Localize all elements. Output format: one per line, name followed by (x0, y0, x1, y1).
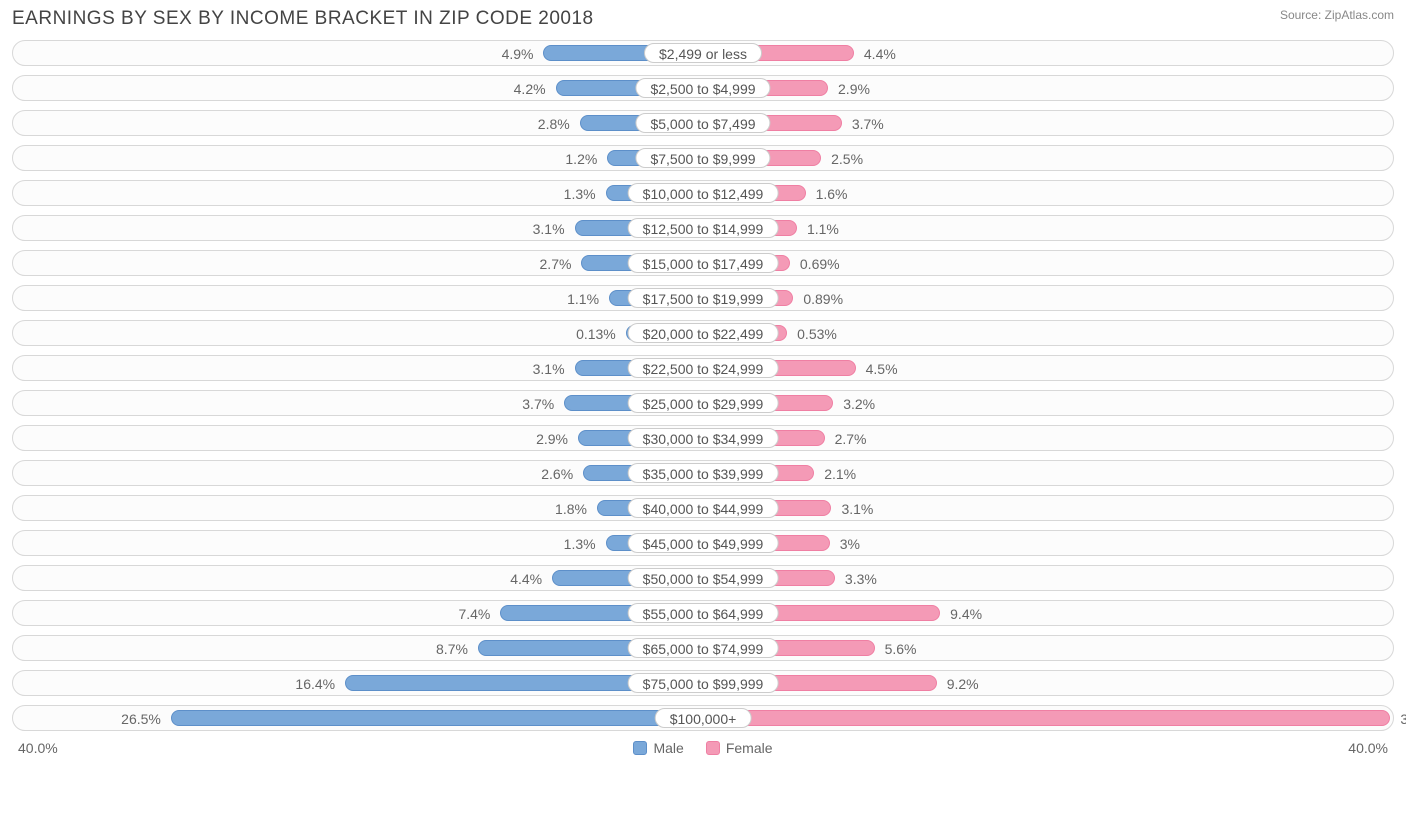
bracket-label: $10,000 to $12,499 (628, 183, 779, 203)
value-female: 0.89% (803, 286, 843, 312)
bar-male (171, 710, 703, 726)
chart-row: $2,500 to $4,999 4.2% 2.9% (12, 75, 1394, 101)
value-female: 3.1% (841, 496, 873, 522)
value-female: 1.6% (816, 181, 848, 207)
value-female: 1.1% (807, 216, 839, 242)
chart-row: $7,500 to $9,999 1.2% 2.5% (12, 145, 1394, 171)
chart-row: $45,000 to $49,999 1.3% 3% (12, 530, 1394, 556)
chart-row: $15,000 to $17,499 2.7% 0.69% (12, 250, 1394, 276)
chart-title: EARNINGS BY SEX BY INCOME BRACKET IN ZIP… (12, 8, 594, 30)
value-male: 1.8% (555, 496, 587, 522)
bracket-label: $40,000 to $44,999 (628, 498, 779, 518)
value-female: 0.69% (800, 251, 840, 277)
value-male: 0.13% (576, 321, 616, 347)
chart-row: $2,499 or less 4.9% 4.4% (12, 40, 1394, 66)
chart-row: $25,000 to $29,999 3.7% 3.2% (12, 390, 1394, 416)
legend-label-male: Male (653, 740, 683, 756)
value-male: 8.7% (436, 636, 468, 662)
value-male: 3.1% (533, 216, 565, 242)
value-male: 2.6% (541, 461, 573, 487)
chart-row: $20,000 to $22,499 0.13% 0.53% (12, 320, 1394, 346)
value-female: 9.4% (950, 601, 982, 627)
chart-row: $50,000 to $54,999 4.4% 3.3% (12, 565, 1394, 591)
x-axis-left-max: 40.0% (18, 740, 58, 756)
bracket-label: $55,000 to $64,999 (628, 603, 779, 623)
chart-row: $12,500 to $14,999 3.1% 1.1% (12, 215, 1394, 241)
chart-row: $30,000 to $34,999 2.9% 2.7% (12, 425, 1394, 451)
value-male: 3.1% (533, 356, 565, 382)
bracket-label: $2,500 to $4,999 (635, 78, 770, 98)
bracket-label: $17,500 to $19,999 (628, 288, 779, 308)
x-axis-right-max: 40.0% (1348, 740, 1388, 756)
value-male: 2.7% (540, 251, 572, 277)
bracket-label: $65,000 to $74,999 (628, 638, 779, 658)
legend-item-male: Male (633, 740, 683, 756)
chart-row: $100,000+26.5%35.5% (12, 705, 1394, 731)
value-male: 4.4% (510, 566, 542, 592)
value-female: 2.9% (838, 76, 870, 102)
bracket-label: $5,000 to $7,499 (635, 113, 770, 133)
bracket-label: $22,500 to $24,999 (628, 358, 779, 378)
value-female: 0.53% (797, 321, 837, 347)
diverging-bar-chart: $2,499 or less 4.9% 4.4% $2,500 to $4,999 4.… (12, 40, 1394, 731)
value-male: 1.1% (567, 286, 599, 312)
value-female: 3.7% (852, 111, 884, 137)
value-female: 4.4% (864, 41, 896, 67)
chart-row: $75,000 to $99,999 16.4% 9.2% (12, 670, 1394, 696)
value-female: 3.3% (845, 566, 877, 592)
chart-row: $5,000 to $7,499 2.8% 3.7% (12, 110, 1394, 136)
chart-row: $22,500 to $24,999 3.1% 4.5% (12, 355, 1394, 381)
legend-label-female: Female (726, 740, 773, 756)
value-female: 35.5% (1400, 706, 1406, 732)
value-female: 2.5% (831, 146, 863, 172)
bracket-label: $15,000 to $17,499 (628, 253, 779, 273)
value-male: 1.3% (564, 531, 596, 557)
bracket-label: $25,000 to $29,999 (628, 393, 779, 413)
chart-row: $55,000 to $64,999 7.4% 9.4% (12, 600, 1394, 626)
value-male: 7.4% (458, 601, 490, 627)
bracket-label: $35,000 to $39,999 (628, 463, 779, 483)
value-female: 2.7% (835, 426, 867, 452)
chart-row: $65,000 to $74,999 8.7% 5.6% (12, 635, 1394, 661)
bracket-label: $50,000 to $54,999 (628, 568, 779, 588)
bracket-label: $7,500 to $9,999 (635, 148, 770, 168)
value-female: 2.1% (824, 461, 856, 487)
value-male: 16.4% (295, 671, 335, 697)
value-female: 3% (840, 531, 860, 557)
bracket-label: $12,500 to $14,999 (628, 218, 779, 238)
chart-legend: Male Female (58, 740, 1349, 756)
chart-row: $17,500 to $19,999 1.1% 0.89% (12, 285, 1394, 311)
value-female: 5.6% (885, 636, 917, 662)
value-male: 3.7% (522, 391, 554, 417)
chart-row: $10,000 to $12,499 1.3% 1.6% (12, 180, 1394, 206)
value-male: 2.9% (536, 426, 568, 452)
value-male: 1.2% (565, 146, 597, 172)
bracket-label: $20,000 to $22,499 (628, 323, 779, 343)
value-female: 9.2% (947, 671, 979, 697)
legend-swatch-female (706, 741, 720, 755)
legend-item-female: Female (706, 740, 773, 756)
bracket-label: $45,000 to $49,999 (628, 533, 779, 553)
value-male: 1.3% (564, 181, 596, 207)
value-female: 4.5% (866, 356, 898, 382)
legend-swatch-male (633, 741, 647, 755)
bracket-label: $30,000 to $34,999 (628, 428, 779, 448)
chart-footer: 40.0% Male Female 40.0% (12, 740, 1394, 756)
value-female: 3.2% (843, 391, 875, 417)
bracket-label: $2,499 or less (644, 43, 762, 63)
bracket-label: $75,000 to $99,999 (628, 673, 779, 693)
chart-row: $35,000 to $39,999 2.6% 2.1% (12, 460, 1394, 486)
bracket-label: $100,000+ (655, 708, 752, 728)
chart-row: $40,000 to $44,999 1.8% 3.1% (12, 495, 1394, 521)
bar-female (703, 710, 1390, 726)
value-male: 26.5% (121, 706, 161, 732)
chart-source: Source: ZipAtlas.com (1280, 8, 1394, 22)
chart-header: EARNINGS BY SEX BY INCOME BRACKET IN ZIP… (12, 8, 1394, 30)
value-male: 4.9% (502, 41, 534, 67)
value-male: 4.2% (514, 76, 546, 102)
value-male: 2.8% (538, 111, 570, 137)
